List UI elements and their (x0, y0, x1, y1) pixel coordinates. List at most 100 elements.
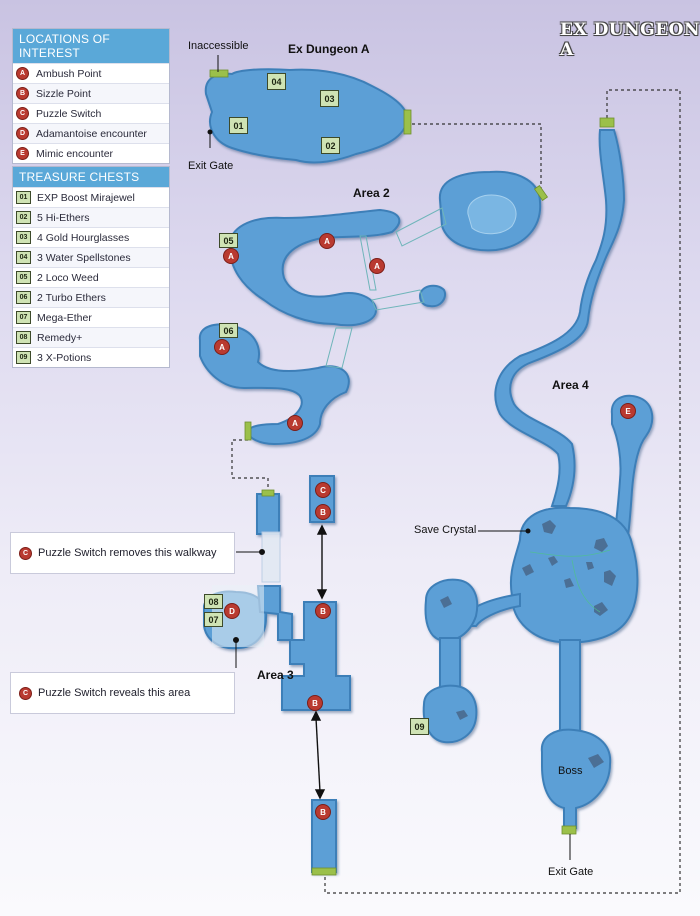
treasure-legend: TREASURE CHESTS 01 EXP Boost Mirajewel 02… (12, 166, 170, 368)
legend-row-chest-04: 04 3 Water Spellstones (13, 247, 169, 267)
chest-icon: 07 (16, 311, 31, 324)
switch-marker-icon: C (19, 546, 32, 560)
gate-area2-pond (533, 184, 549, 202)
area4-hub (510, 506, 639, 644)
area4-mimic-branch (610, 394, 654, 561)
area2-lower-left (198, 323, 350, 446)
map-chest-07: 07 (204, 612, 223, 627)
callout-reveal: C Puzzle Switch reveals this area (10, 672, 235, 714)
ambush-marker: A (369, 258, 385, 274)
area4-left-connector (439, 637, 461, 693)
legend-row-switch: C Puzzle Switch (13, 103, 169, 123)
area4-spine (494, 129, 626, 507)
legend-row-chest-02: 02 5 Hi-Ethers (13, 207, 169, 227)
locations-legend: LOCATIONS OF INTEREST A Ambush Point B Siz… (12, 28, 170, 164)
legend-label: 3 Water Spellstones (37, 251, 131, 264)
walkways (325, 207, 447, 369)
legend-label: Mega-Ether (37, 311, 92, 324)
sizzle-marker: B (315, 603, 331, 619)
map-title: EX DUNGEON A (560, 20, 700, 60)
area3-main (256, 585, 351, 711)
legend-label: Puzzle Switch (36, 107, 102, 120)
area4-boss-room (540, 728, 612, 829)
chest-icon: 01 (16, 191, 31, 204)
ambush-marker: A (287, 415, 303, 431)
map-chest-08: 08 (204, 594, 223, 609)
sizzle-marker: B (315, 504, 331, 520)
area2-small-pond (418, 284, 446, 308)
treasure-legend-heading: TREASURE CHESTS (13, 167, 169, 187)
sizzle-marker: B (315, 804, 331, 820)
boss-label: Boss (558, 765, 583, 777)
gate-area2-left (244, 421, 252, 441)
legend-label: 2 Turbo Ethers (37, 291, 106, 304)
exit-gate-top-label: Exit Gate (188, 160, 234, 172)
ambush-marker: A (214, 339, 230, 355)
legend-label: 3 X-Potions (37, 351, 92, 364)
gate-ex-right (403, 109, 412, 135)
chest-icon: 06 (16, 291, 31, 304)
legend-label: Adamantoise encounter (36, 127, 147, 140)
sizzle-marker: B (307, 695, 323, 711)
legend-row-chest-09: 09 3 X-Potions (13, 347, 169, 367)
legend-label: Ambush Point (36, 67, 102, 80)
legend-label: 5 Hi-Ethers (37, 211, 90, 224)
chest-icon: 04 (16, 251, 31, 264)
gate-area3-bottom (311, 867, 337, 876)
chest-icon: 02 (16, 211, 31, 224)
area2-label: Area 2 (353, 186, 390, 200)
hub-rocks (440, 520, 616, 768)
gate-inaccessible (209, 69, 229, 78)
save-crystal-label: Save Crystal (414, 524, 477, 536)
area2-inner-pool (467, 194, 517, 235)
map-chest-09: 09 (410, 718, 429, 735)
ambush-marker: A (319, 233, 335, 249)
legend-row-mimic: E Mimic encounter (13, 143, 169, 163)
arrows (310, 524, 328, 800)
callout-walkway: C Puzzle Switch removes this walkway (10, 532, 235, 574)
legend-row-chest-01: 01 EXP Boost Mirajewel (13, 187, 169, 207)
legend-row-sizzle: B Sizzle Point (13, 83, 169, 103)
switch-marker-icon: C (19, 686, 32, 700)
legend-label: EXP Boost Mirajewel (37, 191, 135, 204)
area4-boss-connector (559, 639, 581, 733)
ambush-marker: A (223, 248, 239, 264)
legend-row-chest-05: 05 2 Loco Weed (13, 267, 169, 287)
legend-label: Sizzle Point (36, 87, 91, 100)
switch-marker: C (315, 482, 331, 498)
dashed-connectors (231, 89, 681, 894)
locations-legend-heading: LOCATIONS OF INTEREST (13, 29, 169, 63)
callout-text: Puzzle Switch removes this walkway (38, 547, 217, 559)
adamantoise-marker-icon: D (16, 127, 29, 140)
gate-area4-top (599, 117, 615, 128)
ambush-marker-icon: A (16, 67, 29, 80)
mimic-marker: E (620, 403, 636, 419)
area4-label: Area 4 (552, 378, 589, 392)
legend-row-chest-07: 07 Mega-Ether (13, 307, 169, 327)
area3-label: Area 3 (257, 668, 294, 682)
legend-row-ambush: A Ambush Point (13, 63, 169, 83)
legend-row-chest-03: 03 4 Gold Hourglasses (13, 227, 169, 247)
map-chest-03: 03 (320, 90, 339, 107)
ex-dungeon-label: Ex Dungeon A (288, 42, 370, 56)
ex-dungeon-pond (204, 68, 409, 164)
callout-text: Puzzle Switch reveals this area (38, 687, 191, 699)
map-chest-01: 01 (229, 117, 248, 134)
area2-hook (228, 208, 401, 327)
inaccessible-label: Inaccessible (188, 40, 249, 52)
legend-label: Mimic encounter (36, 147, 114, 160)
area4-chest09-pond (422, 684, 478, 744)
exit-gate-bottom-label: Exit Gate (548, 866, 594, 878)
map-chest-05: 05 (219, 233, 238, 248)
sizzle-marker-icon: B (16, 87, 29, 100)
mimic-marker-icon: E (16, 147, 29, 160)
map-chest-04: 04 (267, 73, 286, 90)
legend-row-chest-08: 08 Remedy+ (13, 327, 169, 347)
chest-icon: 09 (16, 351, 31, 364)
gate-area3-top (261, 489, 275, 497)
leader-lines (207, 55, 571, 860)
area3-top-strip (256, 493, 280, 535)
legend-label: 4 Gold Hourglasses (37, 231, 130, 244)
